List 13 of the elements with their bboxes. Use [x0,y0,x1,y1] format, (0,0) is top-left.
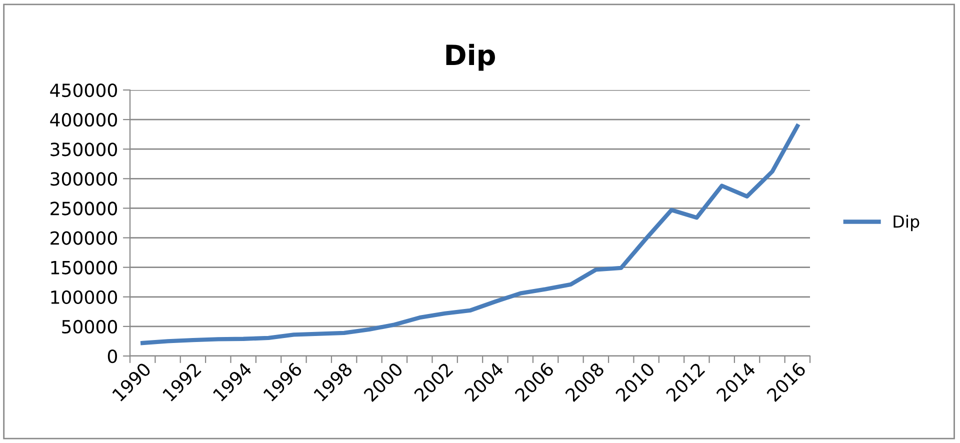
y-tick-label: 350000 [50,142,117,156]
y-tick-label: 150000 [51,260,117,274]
y-tick-label: 450000 [50,83,117,98]
legend-label: Dip [894,214,920,232]
y-tick-label: 400000 [50,113,117,127]
y-tick-label: 300000 [50,172,117,186]
y-tick-label: 100000 [51,290,117,304]
chart-title: Dip [446,44,495,71]
y-tick-label: 200000 [50,231,117,245]
line-series [140,124,800,346]
y-tick-label: 50000 [62,320,117,334]
y-tick-label: 0 [108,349,117,364]
y-tick-label: 250000 [50,202,117,216]
